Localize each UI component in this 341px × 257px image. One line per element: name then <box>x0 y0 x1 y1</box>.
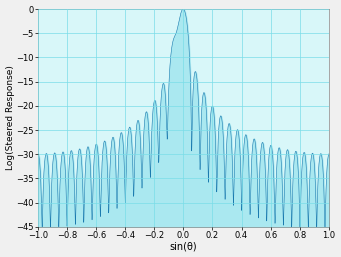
X-axis label: sin(θ): sin(θ) <box>169 241 197 251</box>
Y-axis label: Log(Steered Response): Log(Steered Response) <box>5 66 15 170</box>
